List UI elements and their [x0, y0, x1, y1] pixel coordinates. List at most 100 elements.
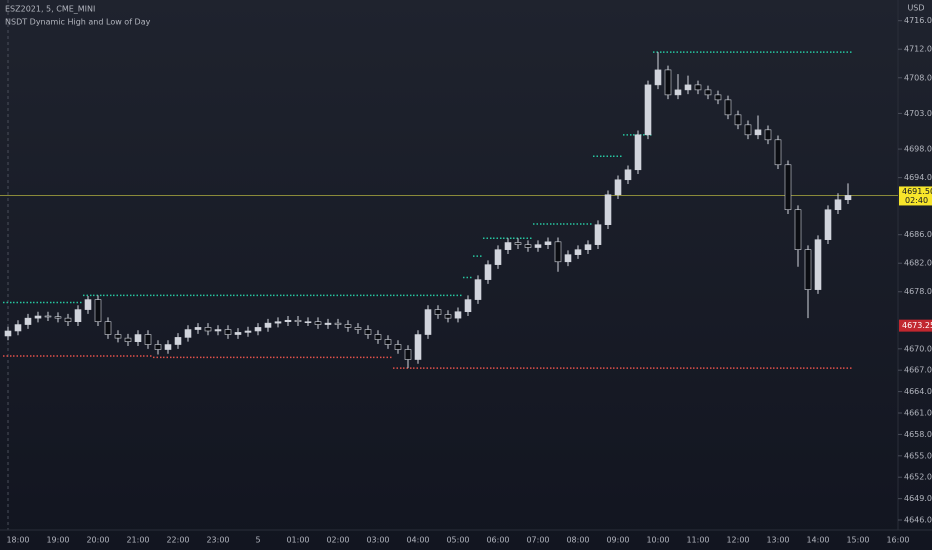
candle-body: [144, 334, 152, 345]
candle-body: [664, 69, 672, 96]
candle-body: [794, 209, 802, 250]
x-tick-label: 20:00: [86, 536, 109, 545]
candle-body: [224, 329, 232, 335]
candle-body: [804, 249, 812, 290]
candle-body: [344, 324, 352, 328]
candle-body: [734, 114, 742, 126]
candle-body: [44, 315, 52, 318]
x-tick-label: 12:00: [726, 536, 749, 545]
candle-body: [394, 344, 402, 350]
y-tick-label: 4655.00: [904, 451, 932, 460]
candle-body: [554, 241, 562, 263]
candle-body: [464, 299, 472, 313]
candle-body: [754, 129, 762, 136]
y-tick-label: 4698.00: [904, 145, 932, 154]
candle-body: [764, 129, 772, 141]
candle-body: [424, 309, 432, 335]
y-tick-label: 4678.00: [904, 287, 932, 296]
y-tick-label: 4694.00: [904, 173, 932, 182]
x-tick-label: 21:00: [126, 536, 149, 545]
y-tick-label: 4661.00: [904, 409, 932, 418]
candle-body: [694, 84, 702, 91]
last-price-label: 4691.50: [902, 187, 932, 196]
candle-body: [534, 244, 542, 248]
candle-body: [684, 84, 692, 91]
x-tick-label: 23:00: [206, 536, 229, 545]
candle-body: [434, 309, 442, 315]
x-tick-label: 09:00: [606, 536, 629, 545]
candle-body: [714, 94, 722, 101]
candle-body: [774, 139, 782, 166]
candle-body: [414, 334, 422, 360]
candle-body: [504, 242, 512, 250]
candle-body: [274, 321, 282, 324]
x-tick-label: 08:00: [566, 536, 589, 545]
candle-body: [14, 324, 22, 332]
candle-body: [34, 315, 42, 319]
currency-label: USD: [907, 4, 924, 13]
candle-body: [314, 321, 322, 325]
y-tick-label: 4686.00: [904, 230, 932, 239]
candle-body: [94, 299, 102, 323]
candle-body: [444, 314, 452, 319]
candle-body: [494, 249, 502, 265]
candle-body: [784, 164, 792, 211]
candle-body: [614, 179, 622, 196]
candle-body: [454, 311, 462, 319]
x-tick-label: 13:00: [766, 536, 789, 545]
x-tick-label: 15:00: [846, 536, 869, 545]
candle-body: [254, 327, 262, 332]
candle-body: [64, 317, 72, 323]
candle-body: [264, 322, 272, 328]
indicator-name: NSDT Dynamic High and Low of Day: [5, 18, 151, 27]
x-tick-label: 06:00: [486, 536, 509, 545]
x-tick-label: 02:00: [326, 536, 349, 545]
y-tick-label: 4682.00: [904, 259, 932, 268]
candle-body: [124, 337, 132, 342]
alert-label: 4673.25: [902, 321, 932, 330]
candle-body: [24, 317, 32, 325]
candle-body: [4, 330, 12, 337]
candle-body: [644, 84, 652, 136]
candle-body: [574, 249, 582, 255]
candle-body: [634, 134, 642, 171]
candle-body: [704, 89, 712, 96]
candle-body: [654, 69, 662, 86]
last-price-tag: [899, 186, 932, 206]
x-tick-label: 07:00: [526, 536, 549, 545]
candle-body: [384, 339, 392, 345]
candle-body: [74, 309, 82, 323]
candle-body: [354, 327, 362, 330]
candle-body: [84, 299, 92, 310]
candle-body: [134, 334, 142, 342]
y-tick-label: 4670.00: [904, 344, 932, 353]
candle-body: [184, 329, 192, 338]
x-tick-label: 10:00: [646, 536, 669, 545]
candle-body: [194, 327, 202, 330]
candle-body: [604, 194, 612, 225]
candle-body: [114, 334, 122, 339]
candle-body: [834, 199, 842, 211]
x-tick-label: 01:00: [286, 536, 309, 545]
candle-body: [844, 195, 852, 201]
y-tick-label: 4652.00: [904, 473, 932, 482]
candle-body: [524, 244, 532, 248]
x-tick-label: 18:00: [6, 536, 29, 545]
candle-body: [564, 254, 572, 263]
candle-body: [374, 334, 382, 340]
candle-body: [724, 99, 732, 116]
candle-body: [674, 89, 682, 96]
candle-body: [364, 329, 372, 335]
candle-body: [294, 319, 302, 323]
chart-title: ESZ2021, 5, CME_MINI: [5, 5, 95, 14]
countdown-label: 02:40: [905, 196, 928, 205]
candle-body: [544, 241, 552, 245]
candle-body: [334, 322, 342, 325]
candle-body: [744, 124, 752, 136]
candle-body: [474, 279, 482, 300]
y-tick-label: 4646.00: [904, 516, 932, 525]
candle-body: [304, 321, 312, 324]
x-tick-label: 11:00: [686, 536, 709, 545]
candle-body: [814, 239, 822, 290]
